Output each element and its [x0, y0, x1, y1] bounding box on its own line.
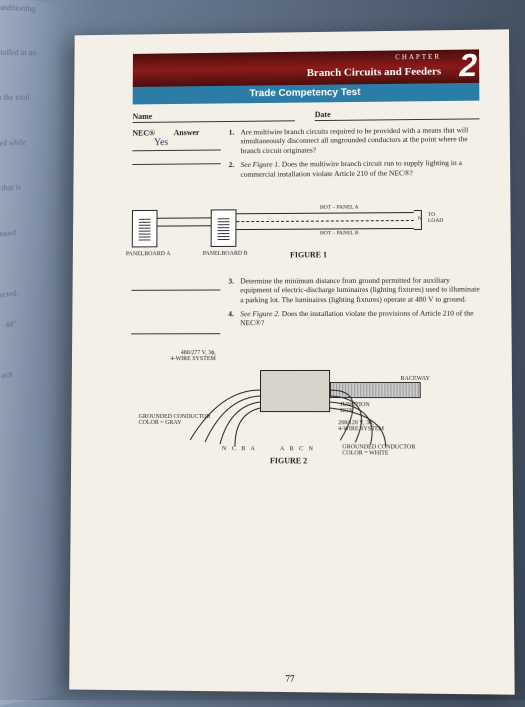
chapter-label: CHAPTER: [395, 53, 441, 61]
page-number: 77: [69, 671, 514, 686]
question-3: Determine the minimum distance from grou…: [228, 275, 481, 304]
edge-word: board.: [0, 228, 19, 239]
question-4: See Figure 2. Does the installation viol…: [228, 309, 481, 328]
junction-label: JUNCTION BOX: [340, 402, 370, 415]
page: CHAPTER Branch Circuits and Feeders 2 Tr…: [69, 29, 514, 694]
answer-line[interactable]: Yes: [132, 139, 220, 152]
edge-word: ed while: [0, 138, 26, 148]
phases-right: A B C N: [280, 446, 315, 453]
edge-word: conditioning: [0, 2, 36, 13]
panelboard-a-icon: [132, 210, 158, 248]
question-1: Are multiwire branch circuits required t…: [229, 125, 480, 155]
edge-word: ach: [1, 369, 14, 380]
answer-header: Answer: [174, 128, 200, 137]
phases-left: N C B A: [222, 446, 257, 453]
panelboard-b-label: PANELBOARD B: [203, 251, 248, 257]
right-system-label: 208/120 V, 3ϕ, 4-WIRE SYSTEM: [338, 420, 384, 433]
figure-1-label: FIGURE 1: [290, 250, 327, 259]
edge-word: stalled in an: [0, 48, 37, 58]
hot-b-label: HOT – PANEL B: [320, 230, 359, 236]
questions-list-2: Determine the minimum distance from grou…: [228, 275, 481, 328]
edge-word: to the total: [0, 92, 30, 101]
answer-line[interactable]: [131, 278, 220, 290]
left-system-label: 480/277 V, 3ϕ, 4-WIRE SYSTEM: [171, 350, 216, 363]
name-field[interactable]: Name: [133, 110, 295, 122]
figure-2: 480/277 V, 3ϕ, 4-WIRE SYSTEM GROUNDED CO…: [130, 342, 482, 484]
nec-header: NEC®: [132, 128, 173, 137]
edge-word: 48": [5, 319, 17, 329]
content: Name Date NEC® Answer Yes Are multiwire …: [71, 100, 513, 483]
chapter-band: CHAPTER Branch Circuits and Feeders 2: [133, 49, 479, 87]
grounded-white-label: GROUNDED CONDUCTOR COLOR = WHITE: [342, 444, 415, 457]
edge-word: h that is: [0, 182, 21, 193]
panelboard-a-label: PANELBOARD A: [126, 251, 171, 257]
to-load-label: TO LOAD: [428, 212, 443, 224]
handwritten-answer: Yes: [154, 137, 168, 148]
wire-neutral: [236, 220, 413, 222]
hot-a-label: HOT – PANEL A: [320, 204, 359, 210]
answer-line[interactable]: [131, 322, 220, 334]
answer-line[interactable]: [132, 152, 221, 165]
wire: [236, 212, 413, 214]
figure-1: PANELBOARD A PANELBOARD B HOT – PANEL A …: [132, 190, 481, 269]
answer-column: NEC® Answer Yes: [132, 128, 221, 185]
chapter-title: Branch Circuits and Feeders: [307, 66, 441, 79]
panelboard-b-icon: [211, 209, 237, 247]
edge-word: ected.: [0, 288, 19, 299]
wire: [157, 217, 210, 218]
neutral-label: N: [418, 216, 422, 222]
figure-2-label: FIGURE 2: [270, 456, 307, 465]
name-label: Name: [133, 112, 153, 121]
grounded-gray-label: GROUNDED CONDUCTOR COLOR = GRAY: [139, 414, 211, 427]
date-label: Date: [315, 110, 331, 119]
question-2: See Figure 1. See Figure 1. Does the mul…: [229, 158, 480, 179]
date-field[interactable]: Date: [315, 109, 480, 122]
wire: [157, 225, 210, 226]
wire-fan-left-icon: [170, 370, 270, 450]
answer-column-2: [131, 276, 220, 336]
name-date-row: Name Date: [133, 109, 480, 123]
chapter-number: 2: [459, 47, 477, 84]
book-edge: conditioning stalled in an to the total …: [0, 0, 64, 706]
questions-list: Are multiwire branch circuits required t…: [229, 125, 480, 178]
raceway-label: RACEWAY: [400, 376, 429, 383]
